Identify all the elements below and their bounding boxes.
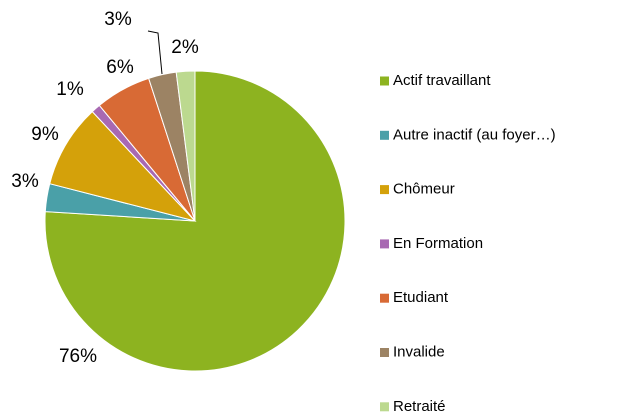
legend-label: Chômeur — [393, 181, 455, 198]
legend-swatch — [380, 185, 389, 195]
data-label: 2% — [171, 37, 199, 58]
legend-label: En Formation — [393, 235, 483, 252]
data-label: 3% — [104, 9, 132, 30]
legend-label: Etudiant — [393, 289, 449, 306]
legend-swatch — [380, 293, 389, 303]
data-label: 76% — [59, 346, 97, 367]
legend-swatch — [380, 76, 389, 86]
data-label: 9% — [31, 124, 59, 145]
legend-label: Retraité — [393, 398, 446, 415]
leader-line — [147, 30, 163, 75]
legend-swatch — [380, 402, 389, 412]
pie-slice — [175, 70, 196, 222]
legend-label: Autre inactif (au foyer…) — [393, 126, 556, 143]
legend-label: Actif travaillant — [393, 72, 491, 89]
pie-slice — [44, 70, 346, 372]
data-label: 6% — [106, 57, 134, 78]
pie-slice — [49, 110, 197, 222]
legend-swatch — [380, 239, 389, 249]
legend-swatch — [380, 348, 389, 357]
legend-label: Invalide — [393, 343, 445, 360]
legend-swatch — [380, 130, 389, 140]
data-label: 3% — [11, 171, 39, 192]
data-label: 1% — [56, 79, 84, 100]
